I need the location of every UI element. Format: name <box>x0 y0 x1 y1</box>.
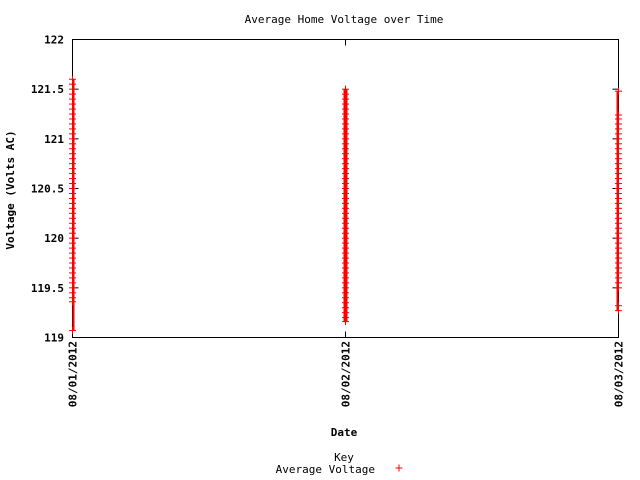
data-point <box>615 111 622 119</box>
y-tick-label: 119 <box>44 332 64 345</box>
y-tick-label: 120.5 <box>31 183 64 196</box>
y-tick-label: 120 <box>44 232 64 245</box>
data-point <box>615 87 622 95</box>
point-band <box>72 79 75 331</box>
data-point <box>615 302 622 310</box>
data-point <box>69 327 76 335</box>
x-tick-label: 08/01/2012 <box>67 341 80 407</box>
data-point <box>69 75 76 83</box>
data-points <box>69 75 622 335</box>
x-axis-label: Date <box>331 426 358 439</box>
y-tick-label: 119.5 <box>31 282 64 295</box>
legend-label: Average Voltage <box>276 463 375 476</box>
data-point <box>342 85 349 93</box>
x-axis: 08/01/2012 08/02/2012 08/03/2012 <box>67 39 626 407</box>
chart-title: Average Home Voltage over Time <box>245 13 444 26</box>
y-tick-label: 121 <box>44 133 64 146</box>
legend-title: Key <box>334 451 354 464</box>
y-axis-label: Voltage (Volts AC) <box>4 130 17 249</box>
x-tick-label: 08/03/2012 <box>613 341 626 407</box>
point-band <box>616 91 619 311</box>
legend-plus-icon <box>395 464 403 472</box>
y-tick-label: 122 <box>44 34 64 47</box>
legend-marker <box>395 464 403 472</box>
x-tick-label: 08/02/2012 <box>340 341 353 407</box>
y-axis: 119 119.5 120 120.5 121 121.5 122 <box>31 34 619 345</box>
y-tick-label: 121.5 <box>31 83 64 96</box>
